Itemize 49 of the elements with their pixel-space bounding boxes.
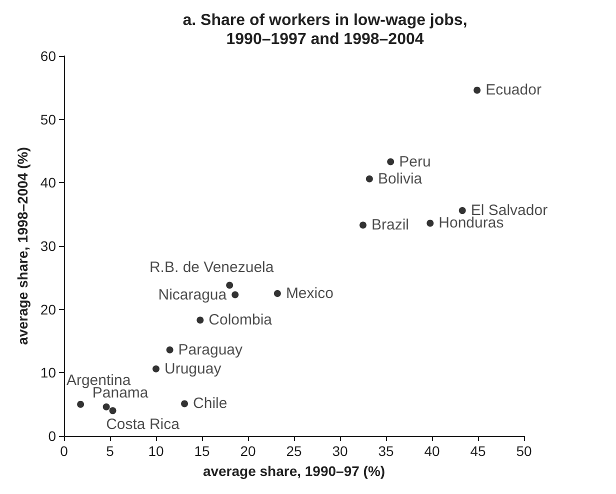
text: Mexico [286, 285, 334, 302]
text: Ecuador [486, 82, 542, 99]
text: Peru [399, 153, 431, 170]
y-tick-label: 10 [40, 364, 56, 381]
y-axis-title: average share, 1998–2004 (%) [14, 147, 31, 345]
text: Bolivia [378, 170, 422, 188]
y-tick-label: 0 [48, 428, 56, 444]
x-tick-label: 35 [378, 443, 394, 459]
y-tick-label: 20 [40, 301, 56, 318]
point [181, 400, 188, 408]
point [366, 175, 373, 182]
text: Chile [193, 395, 228, 412]
y-tick-label: 30 [40, 238, 56, 254]
point [152, 365, 160, 372]
point [474, 86, 481, 94]
chart-title: a. Share of workers in low-wage jobs, 1990–1997 and 1998–2004 [182, 12, 468, 48]
point [226, 282, 234, 289]
point [109, 407, 116, 414]
x-tick-label: 20 [240, 443, 256, 459]
point [77, 400, 84, 408]
x-tick-label: 30 [332, 443, 348, 459]
x-tick-label: 10 [148, 443, 164, 459]
y-tick-label: 40 [40, 174, 56, 191]
text: Costa Rica [106, 416, 180, 434]
text: R.B. de Venezuela [149, 258, 274, 276]
text: Uruguay [164, 360, 222, 378]
point [232, 291, 239, 298]
point [387, 158, 394, 166]
y-tick-label: 50 [40, 111, 56, 128]
text: Brazil [372, 216, 410, 234]
point [360, 222, 366, 229]
x-tick-label: 50 [516, 443, 532, 459]
x-tick-label: 40 [424, 443, 440, 459]
text: Nicaragua [158, 286, 227, 304]
x-tick-label: 0 [60, 443, 68, 459]
point [458, 207, 466, 214]
x-tick-label: 45 [470, 443, 486, 459]
point [102, 403, 110, 410]
point [274, 290, 281, 297]
x-tick-label: 5 [106, 443, 114, 459]
x-tick-label: 15 [194, 443, 210, 459]
y-tick-label: 60 [40, 48, 56, 64]
point [426, 220, 434, 227]
x-axis-title: average share, 1990–97 (%) [202, 463, 386, 479]
point [196, 316, 204, 324]
point [166, 346, 174, 354]
x-tick-label: 25 [286, 443, 302, 459]
text: Paraguay [178, 341, 243, 358]
text: Colombia [208, 312, 272, 329]
